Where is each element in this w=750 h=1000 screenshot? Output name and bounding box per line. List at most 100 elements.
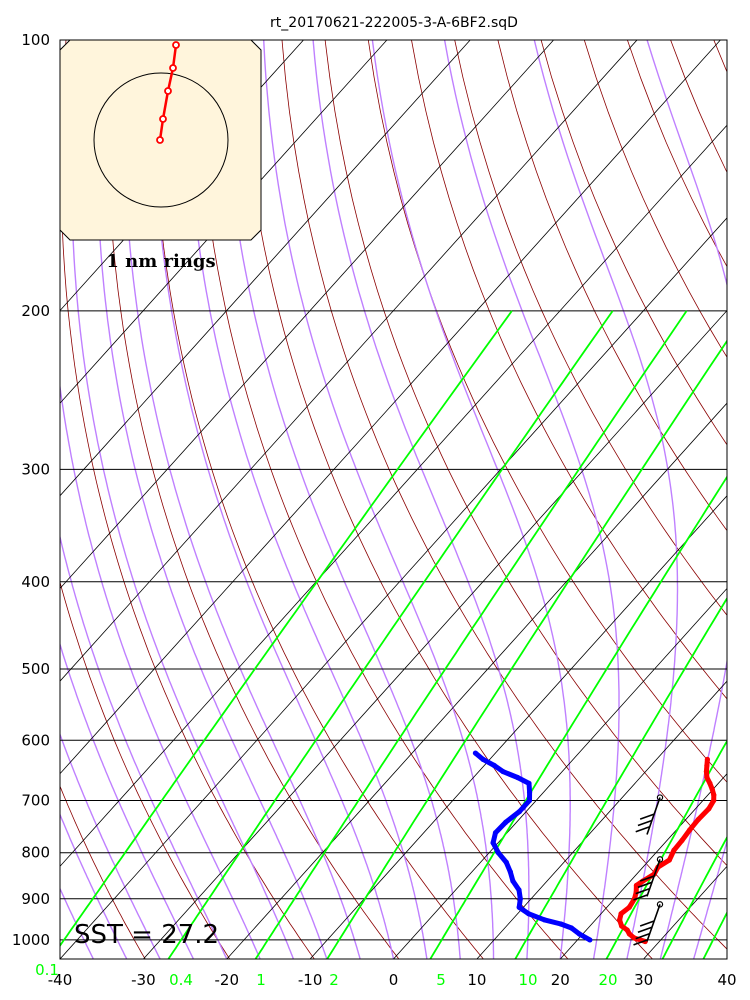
- dry-adiabat: [107, 40, 400, 959]
- profile-point: [687, 827, 693, 833]
- mixing-ratio-line: [605, 739, 727, 959]
- isotherm: [309, 495, 727, 959]
- barb-flag: [637, 926, 653, 934]
- dry-adiabat: [151, 40, 484, 959]
- isotherm: [0, 40, 53, 959]
- pressure-tick-label: 300: [21, 460, 50, 478]
- moist-adiabat: [60, 957, 61, 959]
- profile-point: [515, 774, 521, 781]
- moist-adiabat: [263, 40, 495, 959]
- mixing-ratio-line: [167, 310, 614, 959]
- isotherm: [476, 680, 727, 959]
- moist-adiabat: [443, 40, 620, 959]
- mixing-ratio-tick-label: 2: [329, 971, 339, 989]
- mixing-ratio-tick-label: 0.4: [169, 971, 193, 989]
- mixing-ratio-line: [60, 310, 513, 948]
- profile-point: [576, 931, 582, 937]
- temperature-tick-label: 20: [551, 971, 570, 989]
- pressure-tick-label: 600: [21, 731, 50, 749]
- wind-barb: [635, 794, 664, 835]
- profile-point: [558, 921, 564, 927]
- pressure-tick-label: 400: [21, 573, 50, 591]
- mixing-ratio-tick-label: 1: [256, 971, 266, 989]
- profile-point: [709, 786, 715, 792]
- dry-adiabat: [60, 580, 231, 959]
- moist-adiabat: [60, 534, 228, 959]
- dry-adiabat: [238, 40, 653, 959]
- temperature-tick-labels: -40 -30 -20 -10 0 10 20 30 40: [48, 971, 737, 989]
- temperature-tick-label: -30: [131, 971, 156, 989]
- profile-point: [516, 904, 522, 910]
- profile-point: [503, 859, 509, 865]
- hodograph-inset: 1 nm rings: [59, 39, 262, 272]
- mixing-ratio-tick-labels: 0.1 0.4 1 2 5 10 20: [35, 961, 617, 989]
- moist-adiabat: [70, 40, 295, 959]
- moist-adiabat: [96, 40, 328, 959]
- barb-flag: [639, 813, 655, 820]
- dry-adiabat: [497, 40, 727, 532]
- profile-point: [679, 837, 685, 843]
- barb-flag: [635, 932, 650, 940]
- profile-point: [526, 797, 533, 804]
- mixing-ratio-line: [326, 339, 727, 959]
- track-point: [159, 115, 167, 123]
- profile-point: [541, 917, 548, 923]
- profile-point: [510, 878, 516, 884]
- mixing-ratio-tick-label: 5: [436, 971, 446, 989]
- isotherm: [60, 40, 471, 497]
- inset-caption: 1 nm rings: [106, 251, 215, 272]
- mixing-ratio-line: [661, 835, 727, 959]
- profile-point: [617, 917, 623, 923]
- mixing-ratio-line: [514, 596, 727, 959]
- profile-point: [526, 780, 532, 787]
- profile-point: [695, 816, 701, 823]
- wind-barbs: [633, 794, 664, 946]
- isotherm: [60, 40, 638, 682]
- dry-adiabat: [627, 40, 727, 268]
- moist-adiabat: [371, 40, 571, 959]
- dry-adiabat: [60, 956, 62, 959]
- moist-adiabat: [60, 732, 161, 959]
- profile-point: [704, 774, 710, 781]
- profile-point: [526, 789, 533, 795]
- moist-adiabat: [646, 40, 727, 959]
- temperature-tick-label: -40: [48, 971, 73, 989]
- temperature-tick-label: 0: [389, 971, 399, 989]
- temperature-tick-label: -10: [298, 971, 323, 989]
- barb-flag: [637, 819, 653, 827]
- profile-point: [626, 904, 632, 910]
- pressure-tick-label: 1000: [12, 931, 50, 949]
- wind-barb: [633, 856, 664, 901]
- moist-adiabat: [123, 40, 361, 959]
- profile-point: [711, 797, 717, 804]
- moist-adiabat: [152, 40, 395, 959]
- profile-point: [492, 830, 499, 836]
- profile-point: [491, 762, 497, 769]
- dry-adiabat: [195, 40, 569, 959]
- isotherm: [726, 958, 727, 959]
- barb-flag: [633, 894, 648, 901]
- isotherm: [143, 309, 727, 959]
- background-lines: [0, 40, 727, 959]
- profile-point: [703, 768, 710, 775]
- dry-adiabat: [324, 40, 727, 867]
- moist-adiabat: [533, 40, 679, 959]
- profiles: [472, 750, 717, 945]
- barb-staff: [646, 859, 661, 897]
- barb-flag: [639, 875, 655, 882]
- temperature-profile: [617, 759, 717, 944]
- barb-staff: [646, 797, 661, 835]
- pressure-tick-label: 200: [21, 302, 50, 320]
- mixing-ratio-line: [429, 475, 727, 959]
- profile-point: [500, 768, 506, 775]
- profile-point: [624, 927, 630, 933]
- profile-point: [516, 887, 522, 893]
- dry-adiabat: [60, 40, 315, 959]
- pressure-tick-label: 100: [21, 31, 50, 49]
- isotherm: [60, 124, 727, 867]
- dry-adiabat: [367, 40, 727, 783]
- pressure-tick-label: 800: [21, 844, 50, 862]
- barb-flag: [639, 920, 655, 927]
- temperature-tick-label: 30: [634, 971, 653, 989]
